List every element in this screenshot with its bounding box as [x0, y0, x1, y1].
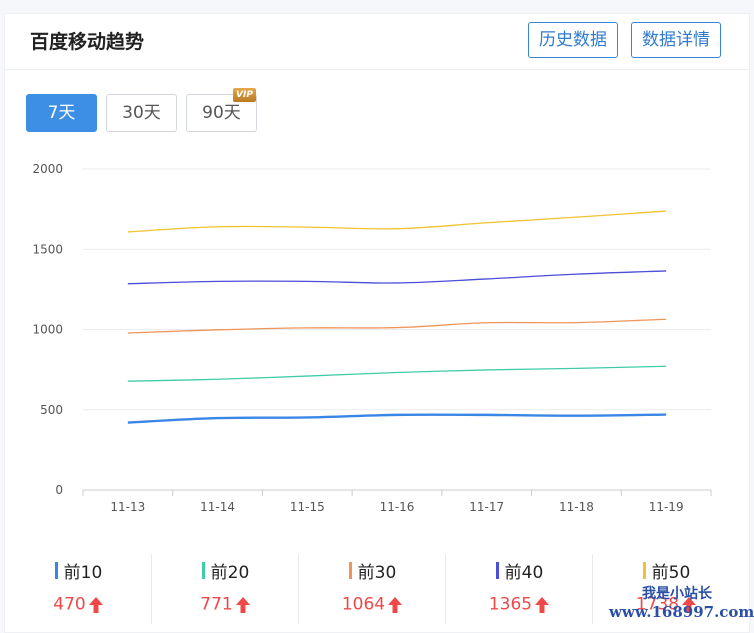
arrow-up-icon: [388, 596, 403, 613]
x-tick-label: 11-19: [649, 500, 684, 514]
legend-name: 前30: [357, 563, 397, 583]
history-data-button[interactable]: 历史数据: [528, 22, 618, 58]
watermark-line1: 我是小站长: [642, 586, 712, 602]
y-tick-label: 1000: [32, 323, 63, 337]
series-line-4: [127, 270, 667, 285]
data-detail-button[interactable]: 数据详情: [631, 22, 721, 58]
legend-item-top30: 前30 1064: [299, 554, 446, 629]
y-tick-label: 0: [55, 483, 63, 497]
x-tick-label: 11-14: [200, 500, 235, 514]
x-tick-label: 11-13: [110, 500, 145, 514]
legend: 前10 470 前20 771 前30 1064 前40 1365 前50 17…: [5, 554, 749, 629]
watermark-line2: www.168997.com: [609, 603, 754, 621]
series-line-3: [127, 318, 667, 334]
series-line-1: [127, 413, 667, 424]
legend-item-top10: 前10 470: [5, 554, 152, 629]
legend-color-marker: [642, 562, 646, 579]
legend-value: 1738: [635, 594, 680, 615]
trend-card: 百度移动趋势 历史数据 数据详情 7天 30天 90天 VIP 0 500 1000…: [4, 13, 750, 633]
arrow-up-icon: [88, 596, 103, 613]
vip-badge: VIP: [233, 88, 256, 102]
legend-color-marker: [495, 562, 499, 579]
x-tick-label: 11-17: [469, 500, 504, 514]
range-90-days-button[interactable]: 90天: [186, 94, 257, 132]
legend-name: 前40: [504, 563, 544, 583]
legend-value: 470: [53, 594, 86, 615]
legend-item-top40: 前40 1365: [446, 554, 593, 629]
legend-value: 1365: [488, 594, 533, 615]
legend-name: 前50: [651, 563, 691, 583]
page-title: 百度移动趋势: [30, 31, 145, 53]
range-7-days-button[interactable]: 7天: [26, 94, 97, 132]
legend-color-marker: [348, 562, 352, 579]
x-tick-label: 11-15: [290, 500, 325, 514]
legend-name: 前10: [63, 563, 103, 583]
x-tick-label: 11-18: [559, 500, 594, 514]
card-header: 百度移动趋势 历史数据 数据详情: [5, 14, 749, 70]
series-line-5: [127, 210, 667, 233]
y-tick-label: 1500: [32, 242, 63, 256]
arrow-up-icon: [235, 596, 250, 613]
legend-item-top50: 前50 1738: [593, 554, 740, 629]
watermark: 我是小站长 www.168997.com: [596, 583, 754, 633]
y-tick-label: 500: [40, 403, 63, 417]
series-line-2: [127, 365, 667, 382]
range-30-days-button[interactable]: 30天: [106, 94, 177, 132]
legend-color-marker: [54, 562, 58, 579]
arrow-up-icon: [535, 596, 550, 613]
legend-value: 1064: [341, 594, 386, 615]
arrow-up-icon: [682, 596, 697, 613]
legend-name: 前20: [210, 563, 250, 583]
x-tick-label: 11-16: [380, 500, 415, 514]
y-tick-label: 2000: [32, 162, 63, 176]
legend-value: 771: [200, 594, 233, 615]
trend-line-chart: 0 500 1000 1500 2000 11-13 11-14 11-15 11-16 11-1…: [32, 162, 712, 514]
legend-color-marker: [201, 562, 205, 579]
legend-item-top20: 前20 771: [152, 554, 299, 629]
